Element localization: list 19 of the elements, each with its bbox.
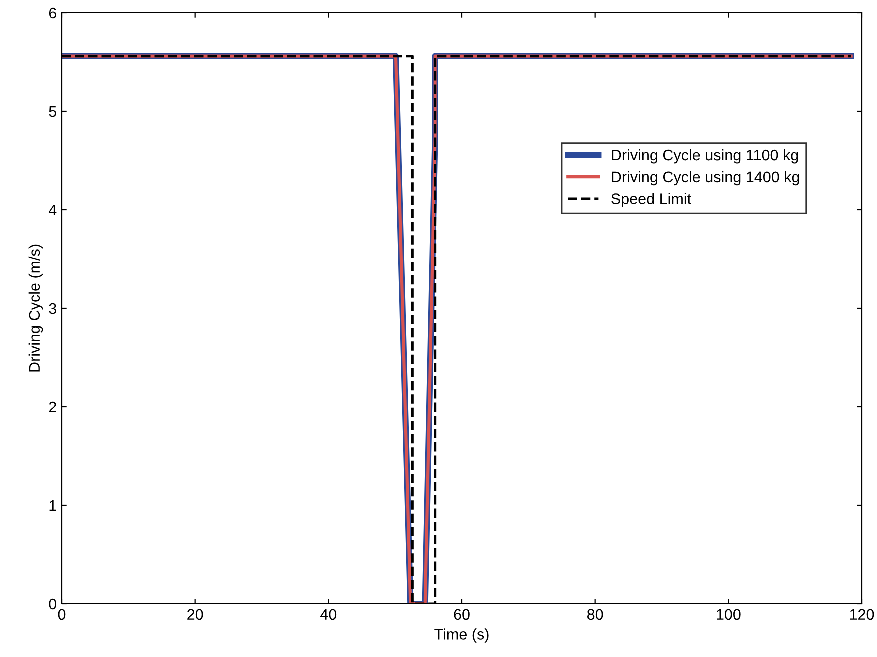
x-tick-label: 40: [320, 609, 337, 620]
y-tick-label: 0: [49, 598, 57, 610]
y-tick-label: 6: [49, 8, 56, 19]
y-tick-label: 4: [48, 205, 57, 216]
x-axis-title: Time (s): [434, 628, 489, 643]
y-tick-label: 5: [49, 106, 56, 118]
x-tick-label: 60: [454, 609, 470, 620]
x-tick-label: 20: [188, 609, 204, 620]
y-tick-label: 3: [49, 303, 56, 314]
legend-label: Driving Cycle using 1100 kg: [612, 149, 798, 164]
x-tick-label: 100: [717, 609, 741, 620]
legend-label: Driving Cycle using 1400 kg: [612, 171, 800, 186]
x-tick-label: 0: [58, 609, 66, 620]
legend-label: Speed Limit: [612, 193, 692, 208]
y-tick-label: 2: [49, 402, 56, 413]
y-tick-label: 1: [50, 500, 56, 512]
y-axis-title: Driving Cycle (m/s): [28, 244, 44, 372]
x-tick-label: 80: [588, 609, 604, 620]
x-tick-label: 120: [850, 609, 874, 620]
